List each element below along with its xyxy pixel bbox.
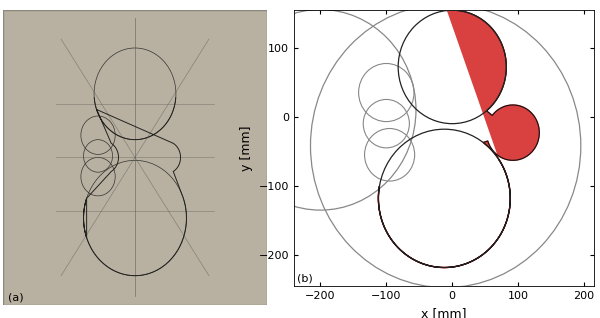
X-axis label: x [mm]: x [mm] bbox=[421, 307, 467, 318]
Y-axis label: y [mm]: y [mm] bbox=[240, 125, 253, 171]
Text: (a): (a) bbox=[8, 292, 24, 302]
Text: (b): (b) bbox=[297, 273, 313, 283]
